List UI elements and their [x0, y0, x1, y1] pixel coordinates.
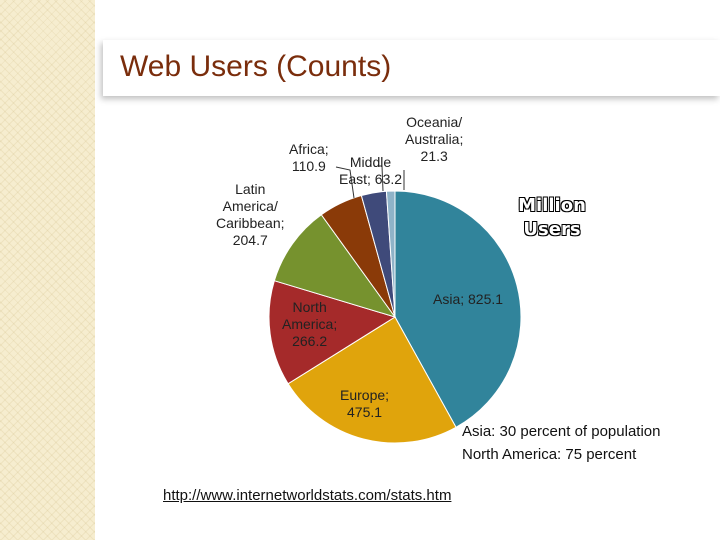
slice-label-line: 110.9 [291, 158, 326, 174]
slice-label-line: Latin [235, 181, 266, 197]
leader-lines [335, 165, 405, 199]
note-asia: Asia: 30 percent of population [462, 423, 661, 440]
slice-label-oceania: Oceania/Australia; 21.3 [405, 114, 463, 165]
pie-slice-oceania-australia [385, 190, 396, 318]
slice-label-line: North [292, 299, 327, 315]
slice-label-line: Europe; [340, 387, 390, 403]
slice-label-line: Africa; [289, 141, 329, 157]
title-box [103, 40, 720, 96]
pie-slice-latin-america-caribbean [273, 214, 397, 318]
leader-line [335, 166, 355, 199]
slice-label-europe: Europe; 475.1 [340, 387, 389, 421]
slice-label-line: Caribbean; [216, 215, 285, 231]
decorative-side-band [0, 0, 95, 540]
slice-label-line: America; [282, 316, 338, 332]
source-link[interactable]: http://www.internetworldstats.com/stats.… [163, 487, 452, 504]
pie-slice-asia [394, 190, 522, 428]
pie-slices [268, 190, 522, 444]
slice-label-line: America/ [222, 198, 278, 214]
slice-label-latin-america: Latin America/Caribbean; 204.7 [216, 181, 285, 249]
slice-label-line: 204.7 [232, 232, 268, 248]
pie-slice-europe [287, 316, 457, 444]
slice-label-line: 266.2 [292, 333, 328, 349]
slide-title: Web Users (Counts) [120, 50, 392, 83]
slice-label-asia: Asia; 825.1 [433, 291, 503, 308]
slice-label-line: East; 63.2 [339, 171, 403, 187]
unit-label: Million Users [512, 194, 592, 242]
slice-label-line: Oceania/ [406, 114, 463, 130]
unit-label-line-2: Users [523, 219, 581, 240]
slice-label-north-america: North America; 266.2 [282, 299, 337, 350]
slice-label-line: 21.3 [420, 148, 448, 164]
slice-label-middle-east: Middle East; 63.2 [339, 154, 402, 188]
slice-label-africa: Africa; 110.9 [289, 141, 329, 175]
pie-slice-north-america [268, 280, 397, 385]
slice-label-line: Asia; 825.1 [433, 291, 504, 307]
unit-label-line-1: Million [518, 195, 586, 216]
slice-label-line: Middle [349, 154, 392, 170]
note-north-america: North America: 75 percent [462, 446, 637, 463]
leader-line [378, 165, 384, 192]
slice-label-line: 475.1 [347, 404, 383, 420]
slice-label-line: Australia; [405, 131, 464, 147]
